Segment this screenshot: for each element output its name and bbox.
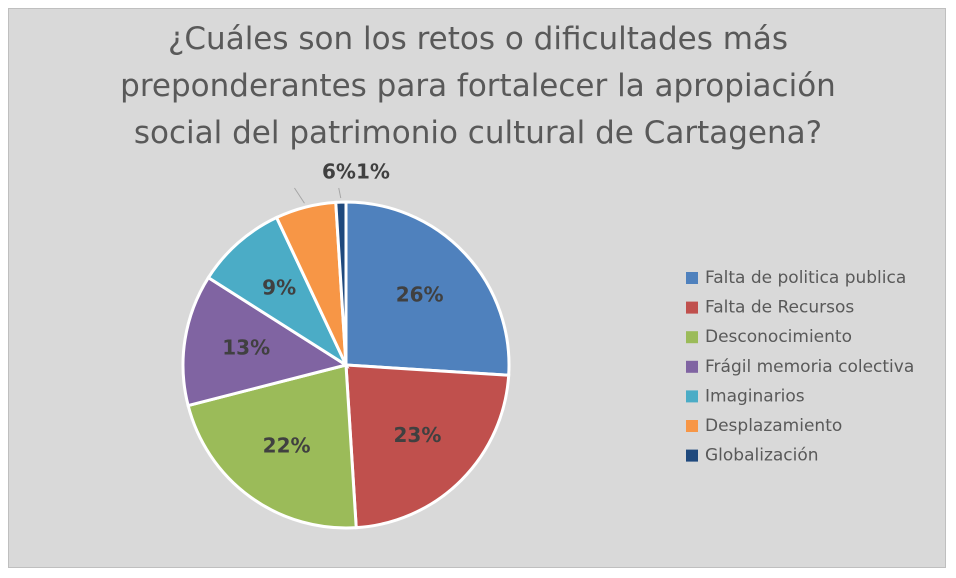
data-label: 1% — [356, 160, 390, 184]
pie-slice — [186, 363, 358, 530]
pie-slice — [344, 363, 511, 530]
legend-swatch — [686, 272, 698, 284]
pie-slice — [344, 200, 511, 377]
chart-title: ¿Cuáles son los retos o dificultades más… — [120, 21, 836, 151]
legend-swatch — [686, 449, 698, 462]
pie-slice — [181, 275, 350, 408]
legend-swatch — [686, 301, 698, 314]
legend-swatch — [686, 420, 698, 432]
legend-label: Desconocimiento — [705, 327, 852, 347]
pie-slice — [334, 200, 348, 366]
data-label: 9% — [262, 276, 296, 300]
legend-swatch — [686, 331, 698, 344]
legend-swatch — [686, 360, 698, 373]
legend-label: Falta de Recursos — [705, 298, 854, 318]
legend-swatch — [686, 390, 698, 403]
leader-line — [338, 187, 342, 199]
data-label: 26% — [396, 282, 444, 306]
pie-slice — [206, 215, 350, 370]
data-label: 6% — [322, 160, 356, 184]
legend-label: Falta de politica publica — [705, 268, 906, 288]
data-label: 23% — [394, 423, 442, 447]
legend-label: Desplazamiento — [705, 416, 842, 436]
legend-label: Frágil memoria colectiva — [705, 357, 914, 377]
leader-line — [294, 187, 305, 204]
legend-label: Globalización — [705, 446, 819, 466]
data-label: 13% — [222, 336, 270, 360]
data-label: 22% — [263, 433, 311, 457]
legend-label: Imaginarios — [705, 386, 805, 406]
